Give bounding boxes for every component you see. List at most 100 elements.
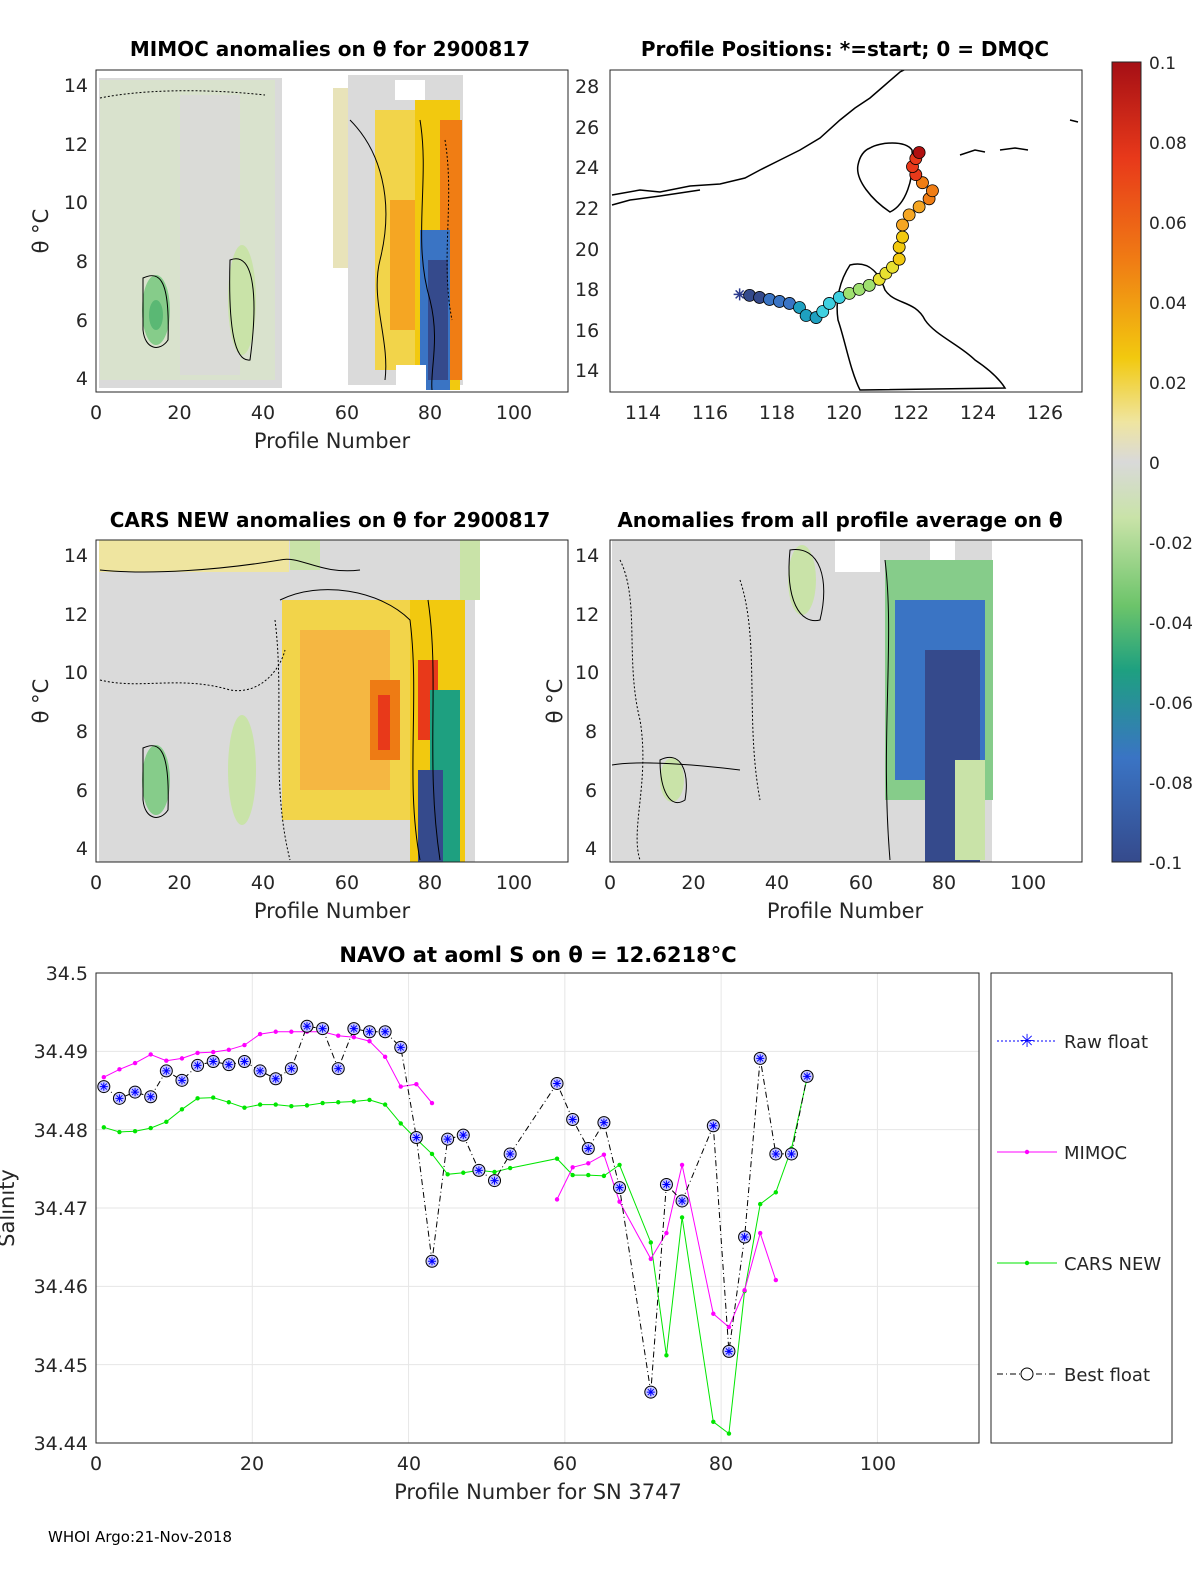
mimoc-panel: MIMOC anomalies on θ for 2900817 (29, 37, 569, 453)
track-point (912, 146, 926, 159)
y-tick-label: 34.47 (34, 1198, 88, 1220)
cars-new-point (117, 1129, 122, 1135)
y-tick-label: 34.44 (34, 1433, 88, 1455)
series-best-float (103, 1025, 808, 1393)
cars-panel: CARS NEW anomalies on θ for 2900817 (29, 508, 569, 923)
field-patch (149, 300, 163, 330)
raw-float-point (568, 1115, 577, 1124)
cars-y-label: θ °C (29, 679, 53, 724)
track-point (862, 278, 876, 292)
mimoc-point (242, 1042, 247, 1048)
cars-new-point (273, 1102, 278, 1107)
contour (99, 649, 286, 692)
field-patch (290, 540, 320, 570)
y-tick-label: 6 (585, 780, 597, 802)
salinity-x-ticks: 0 20 40 60 80 100 (90, 1453, 896, 1475)
mimoc-point (351, 1035, 357, 1040)
raw-float-point (271, 1074, 280, 1083)
contour (427, 599, 441, 861)
colorbar-tick: 0.1 (1149, 54, 1176, 74)
contour (611, 762, 741, 771)
y-tick-label: 12 (64, 134, 88, 156)
track-point (892, 252, 906, 266)
y-tick-label: 34.46 (34, 1276, 88, 1298)
legend-label-mimoc: MIMOC (1064, 1143, 1127, 1164)
colorbar-tick: 0.06 (1149, 214, 1187, 234)
mimoc-point (367, 1038, 372, 1044)
mimoc-point (429, 1100, 435, 1106)
field-patch (418, 770, 443, 862)
field-patch (460, 540, 480, 600)
positions-frame (609, 69, 1083, 393)
cars-new-point (320, 1100, 325, 1106)
mimoc-point (617, 1199, 622, 1204)
raw-float-point (771, 1149, 780, 1158)
raw-float-point (803, 1072, 812, 1081)
mimoc-point (336, 1033, 341, 1038)
coastline-china (611, 70, 906, 196)
avg-x-label: Profile Number (767, 899, 924, 923)
mimoc-point (148, 1052, 153, 1057)
mimoc-point (711, 1311, 716, 1316)
track-start-marker (733, 288, 746, 301)
positions-plot-area (610, 70, 1082, 392)
mimoc-point (758, 1230, 763, 1236)
x-tick-label: 40 (251, 872, 275, 894)
x-tick-label: 40 (251, 402, 275, 424)
mimoc-point (601, 1152, 607, 1157)
mimoc-point (179, 1056, 185, 1061)
mimoc-point (289, 1029, 294, 1034)
field-patch (395, 80, 425, 100)
track-point (926, 184, 939, 198)
colorbar-tick: -0.06 (1149, 694, 1193, 714)
x-tick-label: 80 (709, 1453, 733, 1475)
field-patch (660, 758, 684, 802)
y-tick-label: 10 (64, 662, 88, 684)
salinity-x-label: Profile Number for SN 3747 (394, 1480, 682, 1504)
cars-new-point (586, 1172, 591, 1178)
y-tick-label: 8 (76, 721, 88, 743)
raw-float-point (662, 1180, 671, 1189)
y-tick-label: 14 (64, 545, 88, 567)
mimoc-x-label: Profile Number (254, 429, 411, 453)
legend-label-cars-new: CARS NEW (1064, 1254, 1161, 1275)
salinity-panel: NAVO at aoml S on θ = 12.6218°C 0 20 40 … (0, 943, 980, 1504)
mimoc-frame (95, 69, 569, 393)
x-tick-label: 124 (960, 402, 996, 424)
cars-new-point (570, 1172, 575, 1178)
dot-icon (1024, 1149, 1030, 1155)
raw-float-point (177, 1076, 186, 1085)
cars-new-point (101, 1125, 107, 1130)
cars-new-point (664, 1353, 669, 1358)
avg-x-ticks: 0 20 40 60 80 100 (604, 872, 1046, 894)
x-tick-label: 40 (765, 872, 789, 894)
cars-new-point (429, 1151, 435, 1157)
track-point (896, 218, 909, 232)
cars-new-point (461, 1170, 466, 1175)
colorbar-tick: -0.04 (1149, 614, 1193, 634)
legend-raw-float: ✳ Raw float (997, 1031, 1148, 1053)
cars-new-point (726, 1431, 732, 1436)
y-tick-label: 16 (575, 320, 599, 342)
x-tick-label: 100 (1010, 872, 1046, 894)
mimoc-point (382, 1054, 388, 1060)
x-tick-label: 0 (90, 1453, 102, 1475)
mimoc-point (132, 1060, 138, 1066)
mimoc-point (726, 1324, 732, 1330)
raw-float-point (443, 1135, 452, 1144)
raw-float-point (459, 1131, 468, 1140)
cars-new-point (242, 1105, 247, 1110)
field-patch (180, 95, 240, 375)
mimoc-point (117, 1067, 122, 1072)
mimoc-point (257, 1031, 263, 1037)
colorbar-tick: -0.02 (1149, 534, 1193, 554)
mimoc-point (164, 1058, 169, 1063)
raw-float-point (490, 1176, 499, 1185)
contour (419, 119, 435, 391)
y-tick-label: 14 (575, 360, 599, 382)
contour (659, 757, 687, 803)
x-tick-label: 118 (759, 402, 795, 424)
cars-new-point (226, 1100, 232, 1105)
field-patch (142, 745, 170, 815)
raw-float-point (474, 1166, 483, 1175)
